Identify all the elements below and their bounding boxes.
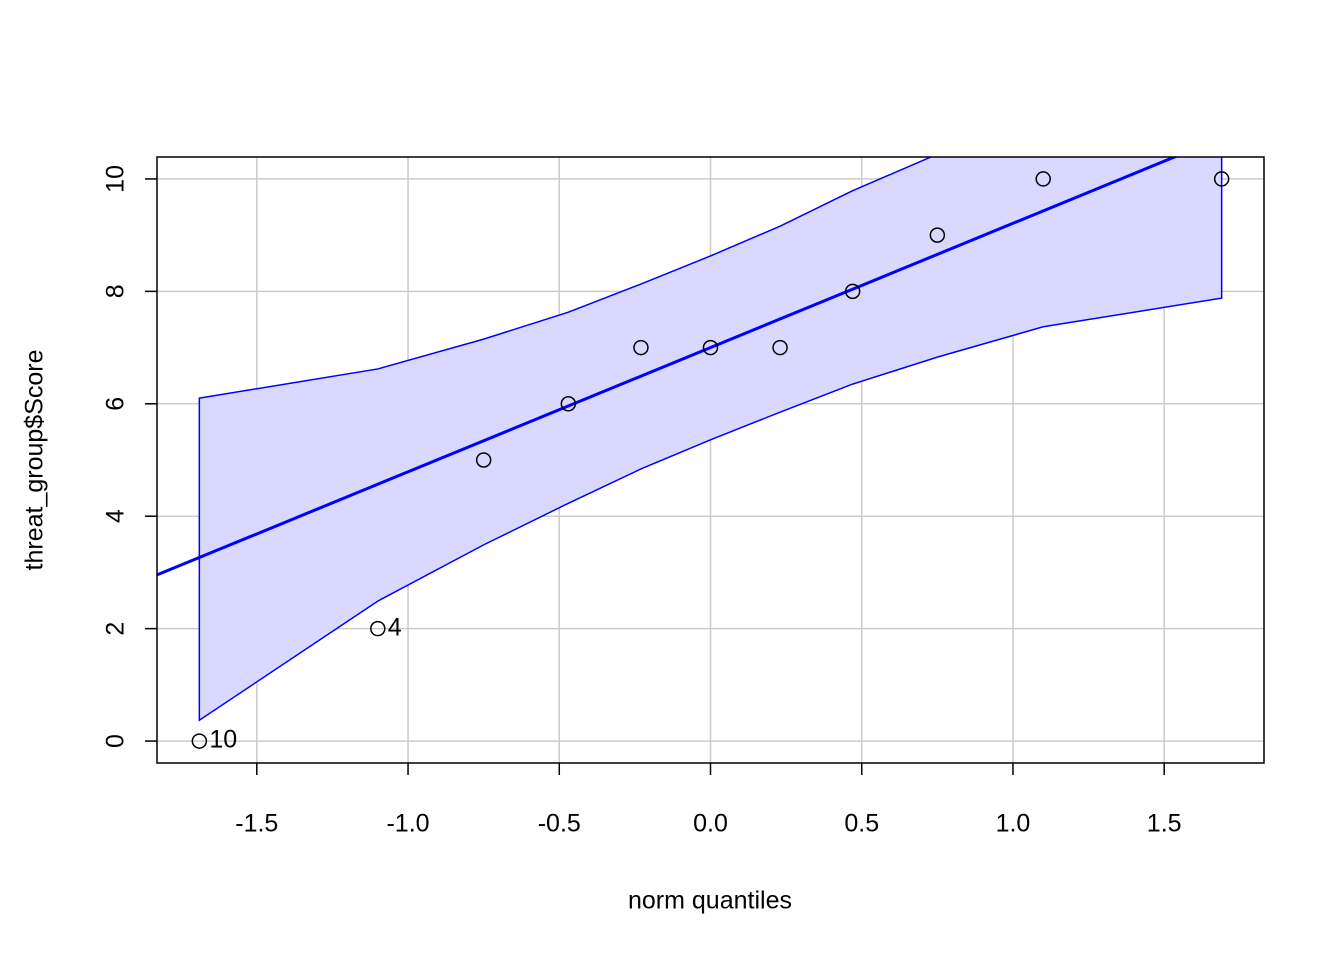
y-tick-label: 4	[102, 509, 130, 523]
data-point	[475, 452, 492, 468]
data-point	[560, 396, 577, 412]
point-label: 10	[209, 726, 237, 754]
x-axis-label: norm quantiles	[628, 887, 792, 915]
y-tick-label: 0	[102, 734, 130, 748]
data-point	[370, 620, 386, 637]
x-tick-label: -1.5	[235, 810, 278, 838]
confidence-envelope	[198, 157, 1223, 722]
x-tick-label: 1.5	[1147, 810, 1182, 838]
data-point	[772, 339, 788, 356]
x-tick-label: 0.5	[844, 810, 879, 838]
data-point	[1035, 171, 1051, 187]
x-tick-label: -0.5	[538, 810, 581, 838]
data-point	[191, 733, 208, 749]
plot-frame	[156, 156, 1265, 764]
x-tick-label: 1.0	[996, 810, 1031, 838]
point-label: 4	[388, 613, 402, 641]
data-point	[633, 339, 649, 356]
x-tick-label: 0.0	[693, 810, 728, 838]
y-axis-label: threat_group$Score	[21, 350, 49, 571]
data-point	[844, 283, 861, 300]
plot-area	[157, 157, 1264, 763]
x-tick-label: -1.0	[386, 810, 429, 838]
y-tick-label: 2	[102, 622, 130, 636]
data-point	[929, 227, 946, 243]
y-tick-label: 10	[102, 165, 130, 193]
y-tick-label: 8	[102, 284, 130, 298]
data-point	[702, 339, 719, 356]
data-point	[1213, 171, 1230, 187]
y-tick-label: 6	[102, 397, 130, 411]
reference-line	[157, 157, 1179, 577]
